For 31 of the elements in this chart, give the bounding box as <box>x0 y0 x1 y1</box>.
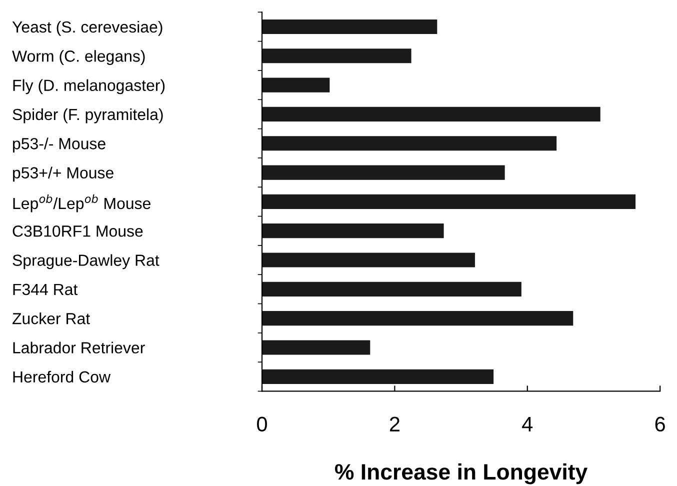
bar <box>262 252 475 268</box>
y-tick-label: Spider (F. pyramitela) <box>12 108 163 124</box>
bar <box>262 19 438 34</box>
bar <box>262 282 522 296</box>
bar <box>262 340 370 355</box>
x-tick-label: 4 <box>522 416 533 432</box>
y-tick-label: F344 Rat <box>13 284 78 296</box>
y-tick-label: Sprague-Dawley Rat <box>12 254 160 270</box>
bar <box>262 78 330 92</box>
x-tick-label: 6 <box>655 416 665 432</box>
bar <box>262 48 412 64</box>
bar <box>262 136 557 151</box>
y-tick-label: C3B10RF1 Mouse <box>12 225 143 237</box>
bar <box>262 106 600 122</box>
y-tick-label: p53+/+ Mouse <box>13 166 114 182</box>
y-tick-label: p53-/- Mouse <box>13 138 106 152</box>
y-tick-label: Labrador Retriever <box>13 342 145 354</box>
x-tick-label: 0 <box>257 416 267 432</box>
y-tick-label: Zucker Rat <box>12 312 90 324</box>
bar <box>262 165 505 180</box>
y-tick-label: Hereford Cow <box>13 370 111 383</box>
y-tick-label: Worm (C. elegans) <box>12 50 145 65</box>
y-tick-label: Fly (D. melanogaster) <box>13 79 165 94</box>
x-axis-title: % Increase in Longevity <box>335 463 588 484</box>
bar <box>262 369 494 384</box>
bar <box>262 311 574 326</box>
y-tick-label: Lep$^{ob}$/Lep$^{ob}$ Mouse <box>13 194 150 212</box>
y-tick-label: Yeast (S. cerevesiae) <box>12 20 162 36</box>
bar <box>262 224 444 238</box>
bar <box>262 194 636 209</box>
x-tick-label: 2 <box>390 416 400 432</box>
